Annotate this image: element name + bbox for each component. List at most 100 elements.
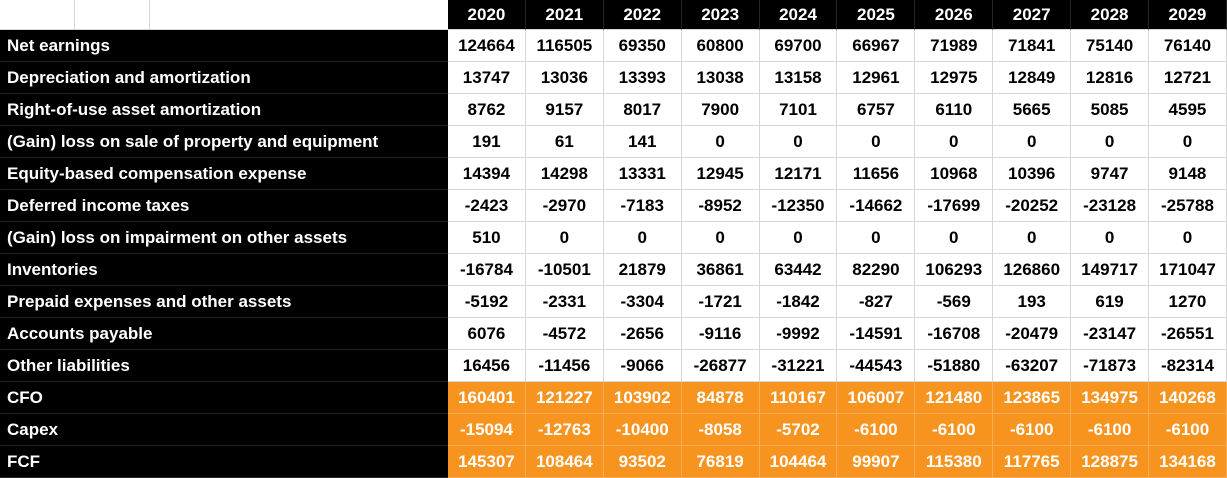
year-header-cell[interactable]: 2028	[1071, 0, 1150, 30]
value-cell[interactable]: 124664	[448, 30, 526, 62]
value-cell[interactable]: -15094	[448, 414, 526, 446]
year-header-cell[interactable]: 2020	[448, 0, 526, 30]
value-cell[interactable]: 84878	[681, 382, 760, 414]
value-cell[interactable]: -6100	[1149, 414, 1227, 446]
value-cell[interactable]: -16784	[448, 254, 526, 286]
value-cell[interactable]: -44543	[837, 350, 916, 382]
value-cell[interactable]: 11656	[837, 158, 916, 190]
year-header-cell[interactable]: 2024	[759, 0, 838, 30]
value-cell[interactable]: -23128	[1071, 190, 1150, 222]
value-cell[interactable]: -23147	[1071, 318, 1150, 350]
value-cell[interactable]: 36861	[681, 254, 760, 286]
row-label-cell[interactable]: (Gain) loss on impairment on other asset…	[0, 222, 448, 254]
empty-cell[interactable]	[75, 0, 150, 30]
value-cell[interactable]: 0	[681, 126, 760, 158]
empty-cell[interactable]	[150, 0, 448, 30]
row-label-cell[interactable]: Capex	[0, 414, 448, 446]
value-cell[interactable]: -12350	[759, 190, 838, 222]
value-cell[interactable]: -10400	[603, 414, 682, 446]
value-cell[interactable]: -17699	[915, 190, 994, 222]
value-cell[interactable]: 0	[993, 126, 1072, 158]
value-cell[interactable]: -2331	[525, 286, 604, 318]
value-cell[interactable]: 0	[759, 126, 838, 158]
value-cell[interactable]: 141	[603, 126, 682, 158]
value-cell[interactable]: -11456	[525, 350, 604, 382]
value-cell[interactable]: -3304	[603, 286, 682, 318]
value-cell[interactable]: -26877	[681, 350, 760, 382]
value-cell[interactable]: 103902	[603, 382, 682, 414]
value-cell[interactable]: 123865	[993, 382, 1072, 414]
value-cell[interactable]: -827	[837, 286, 916, 318]
value-cell[interactable]: -63207	[993, 350, 1072, 382]
value-cell[interactable]: 160401	[448, 382, 526, 414]
value-cell[interactable]: 0	[1071, 222, 1150, 254]
value-cell[interactable]: 193	[993, 286, 1072, 318]
value-cell[interactable]: 13158	[759, 62, 838, 94]
value-cell[interactable]: 71841	[993, 30, 1072, 62]
value-cell[interactable]: 69350	[603, 30, 682, 62]
value-cell[interactable]: 0	[759, 222, 838, 254]
value-cell[interactable]: 13036	[525, 62, 604, 94]
value-cell[interactable]: 140268	[1149, 382, 1227, 414]
value-cell[interactable]: -2656	[603, 318, 682, 350]
value-cell[interactable]: 149717	[1071, 254, 1150, 286]
value-cell[interactable]: -12763	[525, 414, 604, 446]
value-cell[interactable]: 69700	[759, 30, 838, 62]
year-header-cell[interactable]: 2023	[681, 0, 760, 30]
value-cell[interactable]: -82314	[1149, 350, 1227, 382]
year-header-cell[interactable]: 2025	[837, 0, 916, 30]
value-cell[interactable]: -9992	[759, 318, 838, 350]
value-cell[interactable]: -6100	[915, 414, 994, 446]
value-cell[interactable]: 7900	[681, 94, 760, 126]
value-cell[interactable]: 0	[993, 222, 1072, 254]
value-cell[interactable]: 99907	[837, 446, 916, 478]
value-cell[interactable]: 12171	[759, 158, 838, 190]
row-label-cell[interactable]: Right-of-use asset amortization	[0, 94, 448, 126]
value-cell[interactable]: -4572	[525, 318, 604, 350]
value-cell[interactable]: 6110	[915, 94, 994, 126]
value-cell[interactable]: -10501	[525, 254, 604, 286]
value-cell[interactable]: 14298	[525, 158, 604, 190]
row-label-cell[interactable]: Accounts payable	[0, 318, 448, 350]
value-cell[interactable]: 13331	[603, 158, 682, 190]
value-cell[interactable]: 110167	[759, 382, 838, 414]
value-cell[interactable]: 106007	[837, 382, 916, 414]
value-cell[interactable]: 510	[448, 222, 526, 254]
value-cell[interactable]: 0	[1149, 126, 1227, 158]
value-cell[interactable]: -1842	[759, 286, 838, 318]
row-label-cell[interactable]: Inventories	[0, 254, 448, 286]
value-cell[interactable]: -25788	[1149, 190, 1227, 222]
value-cell[interactable]: 134168	[1149, 446, 1227, 478]
value-cell[interactable]: 21879	[603, 254, 682, 286]
value-cell[interactable]: -5702	[759, 414, 838, 446]
value-cell[interactable]: 75140	[1071, 30, 1150, 62]
value-cell[interactable]: 104464	[759, 446, 838, 478]
value-cell[interactable]: -9116	[681, 318, 760, 350]
value-cell[interactable]: 126860	[993, 254, 1072, 286]
row-label-cell[interactable]: Other liabilities	[0, 350, 448, 382]
row-label-cell[interactable]: CFO	[0, 382, 448, 414]
value-cell[interactable]: 76819	[681, 446, 760, 478]
value-cell[interactable]: -7183	[603, 190, 682, 222]
value-cell[interactable]: 12721	[1149, 62, 1227, 94]
value-cell[interactable]: -14662	[837, 190, 916, 222]
value-cell[interactable]: 117765	[993, 446, 1072, 478]
value-cell[interactable]: 619	[1071, 286, 1150, 318]
value-cell[interactable]: 16456	[448, 350, 526, 382]
value-cell[interactable]: 93502	[603, 446, 682, 478]
value-cell[interactable]: 8017	[603, 94, 682, 126]
value-cell[interactable]: -2423	[448, 190, 526, 222]
value-cell[interactable]: 12945	[681, 158, 760, 190]
value-cell[interactable]: -16708	[915, 318, 994, 350]
value-cell[interactable]: 5085	[1071, 94, 1150, 126]
value-cell[interactable]: 1270	[1149, 286, 1227, 318]
year-header-cell[interactable]: 2027	[993, 0, 1072, 30]
value-cell[interactable]: 4595	[1149, 94, 1227, 126]
value-cell[interactable]: 10968	[915, 158, 994, 190]
value-cell[interactable]: -1721	[681, 286, 760, 318]
value-cell[interactable]: 121227	[525, 382, 604, 414]
value-cell[interactable]: 0	[837, 126, 916, 158]
value-cell[interactable]: 115380	[915, 446, 994, 478]
value-cell[interactable]: 116505	[525, 30, 604, 62]
value-cell[interactable]: 145307	[448, 446, 526, 478]
